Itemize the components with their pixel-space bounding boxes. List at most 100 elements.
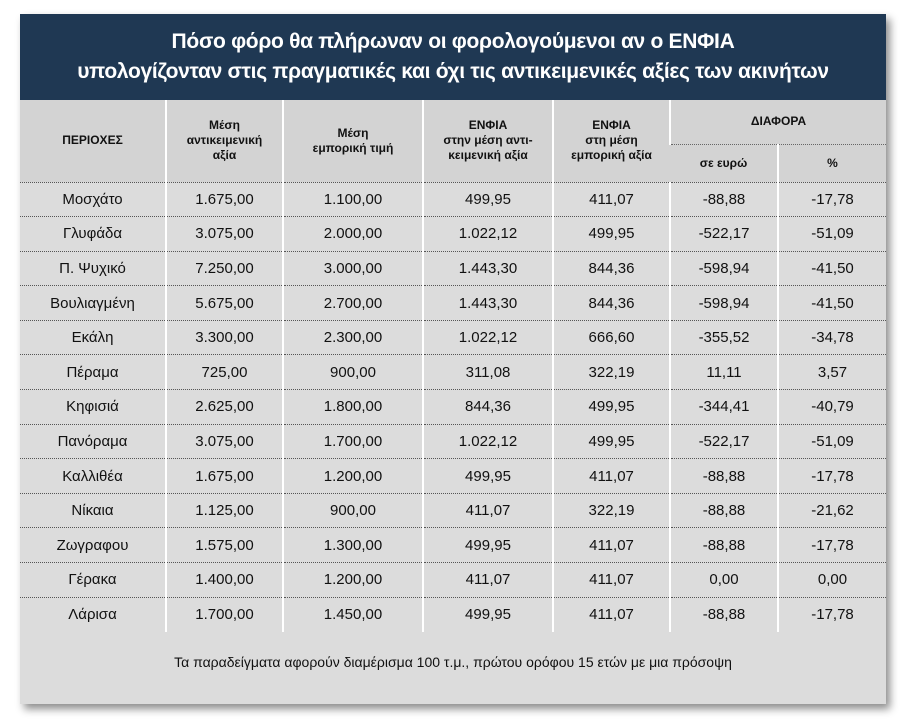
region-cell: Γέρακα <box>68 571 117 589</box>
value-cell: 411,07 <box>422 493 553 528</box>
header-cell: Μέση αντικειμενική αξία <box>165 100 283 182</box>
subheader-cell: σε ευρώ <box>670 143 778 182</box>
value-cell: 5.675,00 <box>165 285 283 321</box>
header-line: ΔΙΑΦΟΡΑ <box>750 114 807 129</box>
value-cell: -598,94 <box>669 251 778 286</box>
value-cell: 1.443,30 <box>422 285 553 321</box>
value-cell: 1.700,00 <box>165 597 283 632</box>
subheader-cell: % <box>776 143 887 182</box>
title-line: Πόσο φόρο θα πλήρωναν οι φορολογούμενοι … <box>171 30 735 53</box>
header-line: εμπορική αξία <box>571 148 652 163</box>
value-cell: 499,95 <box>422 597 553 632</box>
value-cell: 499,95 <box>422 458 553 494</box>
value-cell: -598,94 <box>669 285 778 321</box>
value-cell: 322,19 <box>552 354 670 390</box>
header-line: Μέση <box>209 118 240 133</box>
header-cell: Μέση εμπορική τιμή <box>282 100 423 182</box>
value-cell: 322,19 <box>552 493 670 528</box>
value-cell: 1.675,00 <box>165 182 283 217</box>
value-cell: 1.200,00 <box>282 562 423 598</box>
value-cell: -51,09 <box>776 424 887 459</box>
value-cell: 411,07 <box>552 597 670 632</box>
title-band: Πόσο φόρο θα πλήρωναν οι φορολογούμενοι … <box>20 14 886 100</box>
value-cell: -88,88 <box>669 527 778 563</box>
value-cell: 725,00 <box>165 354 283 390</box>
value-cell: 1.300,00 <box>282 527 423 563</box>
header-cell: ΕΝΦΙΑ στην μέση αντι-κειμενική αξία <box>422 100 553 182</box>
value-cell: -17,78 <box>776 597 887 632</box>
value-cell: 1.022,12 <box>422 424 553 459</box>
header-line: Μέση <box>337 125 369 140</box>
value-cell: 1.022,12 <box>422 216 553 252</box>
table-row: Γέρακα 1.400,00 1.200,00 411,07 411,07 0,00 0,… <box>20 562 887 598</box>
value-cell: -88,88 <box>669 182 778 217</box>
region-cell: Νίκαια <box>71 502 114 520</box>
value-cell: -17,78 <box>776 527 887 563</box>
value-cell: -51,09 <box>776 216 887 252</box>
value-cell: -21,62 <box>776 493 887 528</box>
value-cell: 2.700,00 <box>282 285 423 321</box>
table-row: Πέραμα 725,00 900,00 311,08 322,19 11,11 3,57 <box>20 354 887 390</box>
region-cell: Κηφισιά <box>66 398 119 416</box>
header-cell: ΠΕΡΙΟΧΕΣ <box>20 100 166 182</box>
region-cell: Ζωγραφου <box>56 536 129 554</box>
value-cell: 1.700,00 <box>282 424 423 459</box>
value-cell: 1.200,00 <box>282 458 423 494</box>
footnote: Τα παραδείγματα αφορούν διαμέρισμα 100 τ… <box>174 654 732 670</box>
region-cell: Π. Ψυχικό <box>59 259 126 277</box>
value-cell: -355,52 <box>669 320 778 355</box>
value-cell: -88,88 <box>669 597 778 632</box>
value-cell: 1.443,30 <box>422 251 553 286</box>
header-line: ΠΕΡΙΟΧΕΣ <box>62 133 123 148</box>
header-line: ΕΝΦΙΑ <box>592 118 631 133</box>
value-cell: -344,41 <box>669 389 778 425</box>
header-line: ΕΝΦΙΑ <box>468 118 508 133</box>
value-cell: -88,88 <box>669 458 778 494</box>
header-line: εμπορική τιμή <box>312 140 394 155</box>
value-cell: 1.675,00 <box>165 458 283 494</box>
value-cell: -34,78 <box>776 320 887 355</box>
table-row: Βουλιαγμένη 5.675,00 2.700,00 1.443,30 844,3… <box>20 285 887 321</box>
value-cell: -522,17 <box>669 424 778 459</box>
value-cell: 2.300,00 <box>282 320 423 355</box>
table-row: Εκάλη 3.300,00 2.300,00 1.022,12 666,60 -355,… <box>20 320 887 355</box>
value-cell: 1.575,00 <box>165 527 283 563</box>
region-cell: Εκάλη <box>71 329 114 347</box>
value-cell: 1.022,12 <box>422 320 553 355</box>
value-cell: 499,95 <box>422 527 553 563</box>
header-line: στη μέση <box>585 133 638 148</box>
table-head: ΠΕΡΙΟΧΕΣ Μέση αντικειμενική αξία Μέση εμπορικ… <box>20 100 887 182</box>
header-cell: ΕΝΦΙΑ στη μέση εμπορική αξία <box>552 100 670 182</box>
title-line: υπολογίζονταν στις πραγματικές και όχι τ… <box>77 60 829 83</box>
value-cell: 11,11 <box>669 354 778 390</box>
value-cell: 411,07 <box>552 562 670 598</box>
header-line: αντικειμενική <box>186 133 263 148</box>
value-cell: 499,95 <box>422 182 553 217</box>
region-cell: Μοσχάτο <box>62 190 123 208</box>
value-cell: 3,57 <box>776 354 887 390</box>
table-row: Γλυφάδα 3.075,00 2.000,00 1.022,12 499,95 -52… <box>20 216 887 252</box>
value-cell: 411,07 <box>552 182 670 217</box>
value-cell: 411,07 <box>422 562 553 598</box>
value-cell: 2.000,00 <box>282 216 423 252</box>
value-cell: 3.075,00 <box>165 216 283 252</box>
value-cell: 666,60 <box>552 320 670 355</box>
table-body: Μοσχάτο 1.675,00 1.100,00 499,95 411,07 -88,8… <box>20 182 887 632</box>
subheader-row: σε ευρώ% <box>20 143 887 182</box>
table-row: Νίκαια 1.125,00 900,00 411,07 322,19 -88,88 -2… <box>20 493 887 528</box>
table-card: Πόσο φόρο θα πλήρωναν οι φορολογούμενοι … <box>20 14 887 704</box>
value-cell: 1.100,00 <box>282 182 423 217</box>
table-row: Λάρισα 1.700,00 1.450,00 499,95 411,07 -88,88… <box>20 597 887 632</box>
header-cell: ΔΙΑΦΟΡΑ <box>668 100 887 144</box>
header-line: αξία <box>212 148 237 163</box>
region-cell: Γλυφάδα <box>62 225 123 243</box>
table-row: Π. Ψυχικό 7.250,00 3.000,00 1.443,30 844,36-… <box>20 251 887 286</box>
table-row: Καλλιθέα 1.675,00 1.200,00 499,95 411,07 -88,… <box>20 458 887 494</box>
value-cell: 3.000,00 <box>282 251 423 286</box>
region-cell: Λάρισα <box>68 606 117 624</box>
value-cell: 499,95 <box>552 424 670 459</box>
table-row: Ζωγραφου 1.575,00 1.300,00 499,95 411,07 -88,… <box>20 527 887 563</box>
value-cell: 1.450,00 <box>282 597 423 632</box>
header-row: ΠΕΡΙΟΧΕΣ Μέση αντικειμενική αξία Μέση εμπορικ… <box>20 100 887 182</box>
value-cell: -41,50 <box>776 285 887 321</box>
